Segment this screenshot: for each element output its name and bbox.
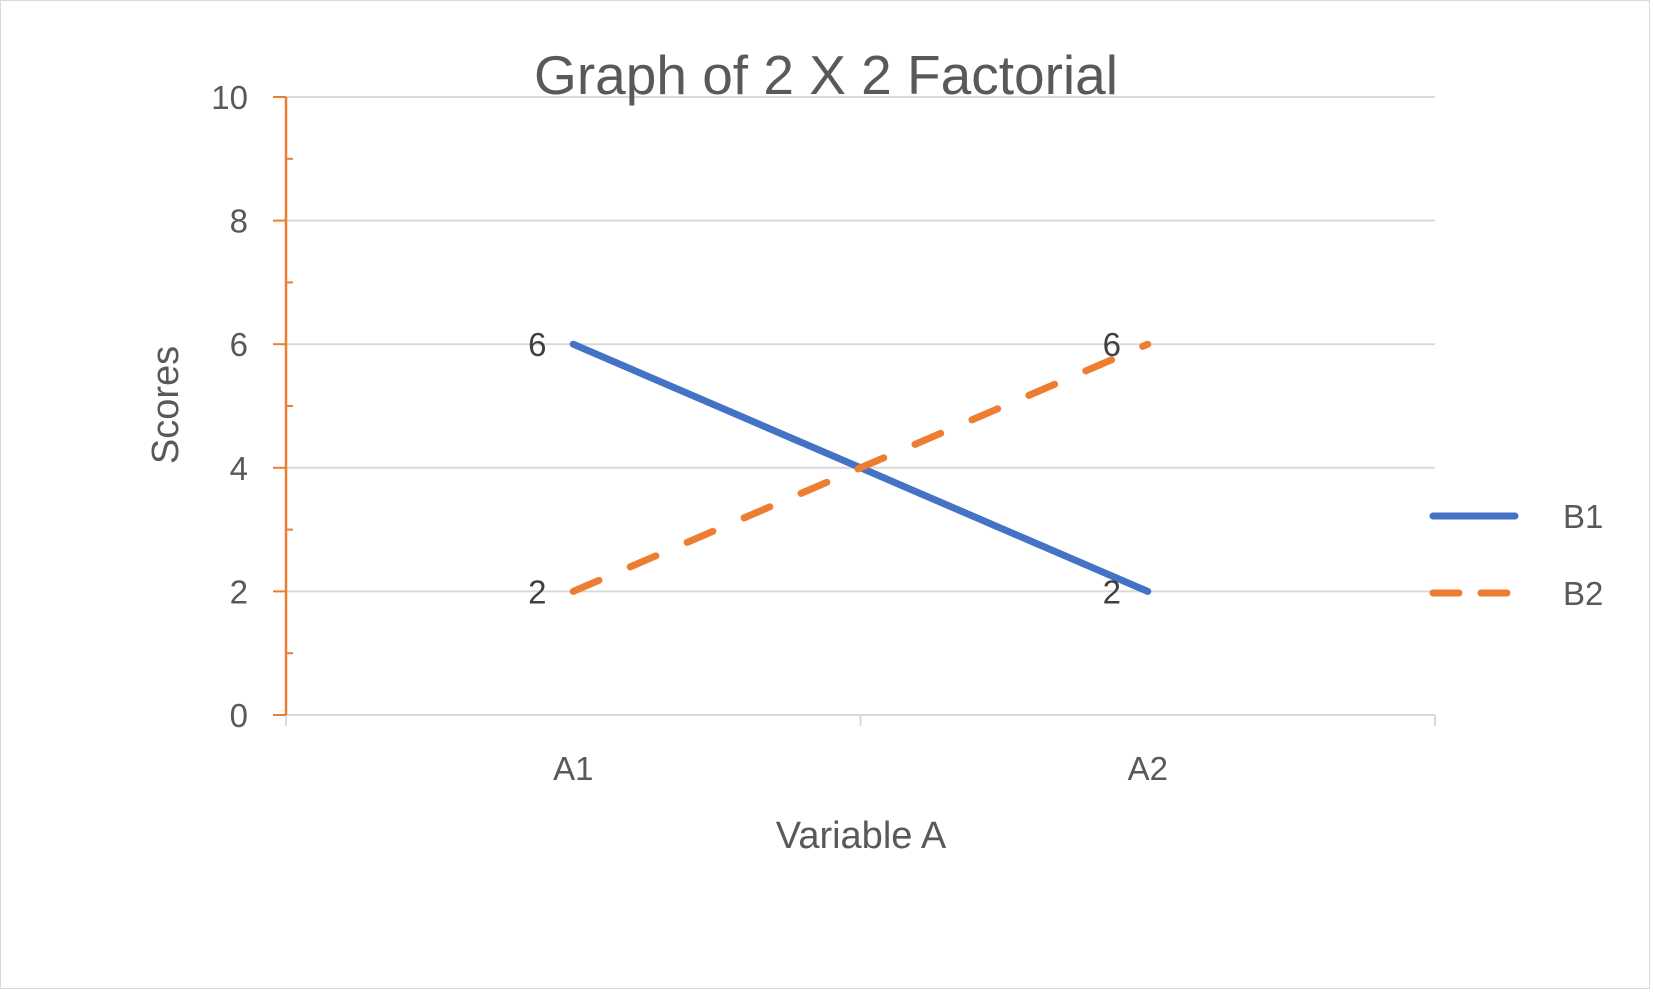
y-tick-label: 8: [230, 203, 248, 240]
series-line-b2: [569, 340, 1152, 595]
x-tick-label: A2: [1128, 750, 1168, 787]
x-axis: A1 A2: [285, 714, 1436, 787]
data-label-b2: 2: [528, 573, 546, 610]
gridlines: [286, 96, 1435, 593]
x-axis-title: Variable A: [776, 815, 947, 857]
chart-title: Graph of 2 X 2 Factorial: [534, 44, 1118, 106]
y-axis-title: Scores: [145, 346, 187, 464]
data-label-b1: 2: [1103, 573, 1121, 610]
y-tick-label: 6: [230, 326, 248, 363]
y-tick-label: 0: [230, 697, 248, 734]
x-tick-label: A1: [553, 750, 593, 787]
y-tick-label: 2: [230, 573, 248, 610]
legend: B1 B2: [1429, 498, 1603, 612]
y-axis: 0 2 4 6 8 10: [211, 79, 293, 734]
series-layer: [569, 340, 1152, 595]
legend-label-b2: B2: [1563, 575, 1603, 612]
data-labels: 6 2 2 6: [528, 326, 1121, 610]
y-tick-label: 4: [230, 450, 248, 487]
y-tick-label: 10: [211, 79, 248, 116]
data-label-b1: 6: [528, 326, 546, 363]
legend-label-b1: B1: [1563, 498, 1603, 535]
data-label-b2: 6: [1103, 326, 1121, 363]
